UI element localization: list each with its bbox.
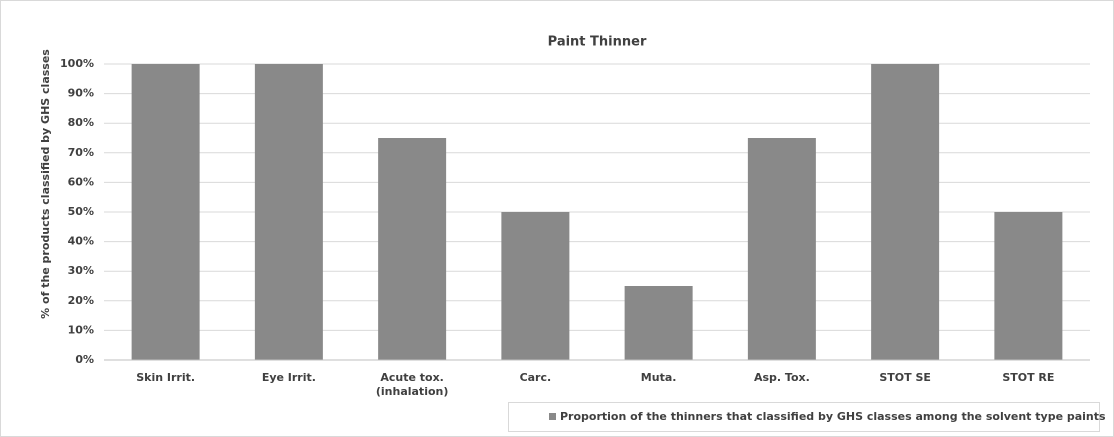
bar	[871, 64, 940, 360]
bar	[501, 212, 570, 360]
y-tick-label: 80%	[68, 116, 94, 129]
y-tick-label: 90%	[68, 87, 94, 100]
x-tick-label: STOT RE	[1002, 371, 1054, 384]
y-tick-label: 70%	[68, 146, 94, 159]
legend-marker	[549, 413, 556, 420]
bar	[378, 138, 447, 360]
x-tick-label: Muta.	[641, 371, 677, 384]
legend-label: Proportion of the thinners that classifi…	[560, 410, 1106, 423]
legend-box	[508, 402, 1100, 432]
y-tick-label: 60%	[68, 175, 94, 188]
y-tick-label: 50%	[68, 205, 94, 218]
bar	[994, 212, 1063, 360]
y-tick-label: 10%	[68, 323, 94, 336]
y-tick-label: 20%	[68, 294, 94, 307]
bar	[131, 64, 200, 360]
chart-title: Paint Thinner	[548, 35, 647, 50]
x-tick-label: STOT SE	[879, 371, 931, 384]
bar	[624, 286, 693, 360]
y-tick-label: 0%	[75, 353, 94, 366]
x-tick-label: Skin Irrit.	[136, 371, 195, 384]
y-axis-label: % of the products classified by GHS clas…	[39, 49, 52, 319]
y-tick-label: 100%	[60, 57, 94, 70]
y-tick-label: 30%	[68, 264, 94, 277]
x-tick-label: Asp. Tox.	[754, 371, 810, 384]
x-tick-label: Eye Irrit.	[262, 371, 316, 384]
bar	[254, 64, 323, 360]
bar	[747, 138, 816, 360]
x-tick-label: Acute tox. (inhalation)	[376, 371, 449, 398]
y-tick-label: 40%	[68, 235, 94, 248]
x-tick-label: Carc.	[520, 371, 552, 384]
